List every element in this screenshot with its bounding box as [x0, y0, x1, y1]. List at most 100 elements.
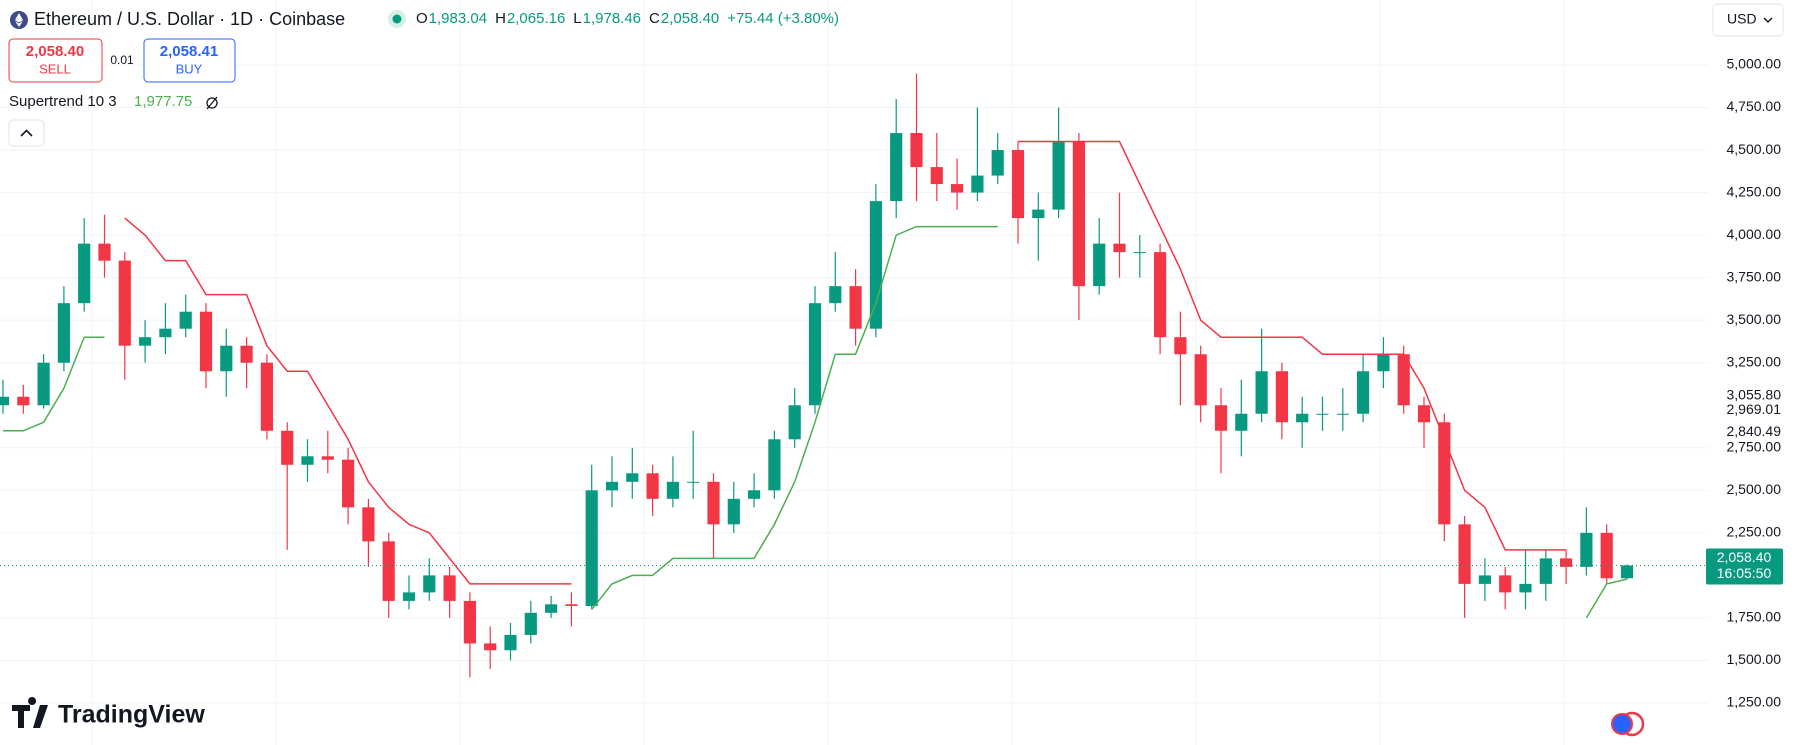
dropdown-arrow: [1763, 17, 1773, 23]
price-marker-label: 2,969.01: [1727, 401, 1782, 417]
candle-body: [1174, 337, 1187, 355]
y-tick-label: 1,250.00: [1727, 694, 1782, 710]
candle-body: [1580, 532, 1593, 567]
buy-price[interactable]: 2,058.41: [160, 43, 218, 60]
sell-price[interactable]: 2,058.40: [26, 43, 84, 60]
candle-body: [646, 473, 659, 499]
plot: [0, 73, 1708, 678]
market-status-dot: [392, 14, 402, 24]
price-change: +75.44 (+3.80%): [727, 10, 839, 27]
candle-body: [829, 286, 842, 304]
candle-body: [1600, 532, 1613, 579]
candle-body: [37, 362, 50, 406]
candle-body: [382, 541, 395, 601]
y-tick-label: 4,250.00: [1727, 183, 1782, 199]
sell-button[interactable]: [8, 38, 103, 83]
candle-body: [118, 260, 131, 346]
candle-body: [788, 405, 801, 440]
candle-body: [199, 311, 213, 372]
candle-body: [1093, 243, 1106, 287]
candle-body: [951, 184, 964, 193]
sell-label[interactable]: SELL: [39, 61, 71, 76]
candle-body: [748, 490, 761, 499]
vertical-grid: [91, 0, 1565, 745]
event-icon-flag[interactable]: [1611, 713, 1633, 735]
currency[interactable]: USD: [1727, 11, 1757, 27]
collapse-button[interactable]: [8, 119, 45, 147]
supertrend-lower: [591, 225, 998, 610]
candle-body: [890, 133, 903, 202]
candle-body: [910, 133, 923, 168]
y-tick-label: 1,500.00: [1727, 651, 1782, 667]
candle-body: [626, 473, 639, 482]
grid: [0, 64, 1708, 704]
candle-body: [443, 575, 456, 601]
y-tick-label: 2,750.00: [1727, 438, 1782, 454]
candle-body: [1194, 354, 1207, 406]
y-tick-label: 4,000.00: [1727, 226, 1782, 242]
y-tick-label: 2,500.00: [1727, 481, 1782, 497]
candle-body: [139, 337, 152, 346]
candle-body: [1458, 524, 1471, 584]
candle-body: [545, 604, 558, 613]
candle-body: [1235, 413, 1248, 431]
price-marker-bg: [1710, 401, 1785, 420]
candle-body: [423, 575, 436, 593]
candle-body: [342, 459, 355, 508]
symbol-title: Ethereum / U.S. Dollar · 1D · Coinbase: [34, 9, 345, 29]
candle-body: [17, 396, 30, 406]
buy-button[interactable]: [143, 38, 236, 83]
candle-body: [1011, 150, 1025, 219]
indicator-value: 1,977.75: [134, 93, 192, 110]
candle-body: [78, 243, 91, 304]
y-tick-label: 4,750.00: [1727, 98, 1782, 114]
candle-body: [1336, 413, 1349, 415]
candle-body: [179, 311, 192, 329]
supertrend-upper: [124, 217, 572, 585]
currency-select[interactable]: [1712, 3, 1784, 37]
y-tick-label: 3,750.00: [1727, 268, 1782, 284]
candle-body: [768, 439, 781, 491]
price-axis-labels: 1,250.00 1,500.00 1,750.00 2,250.00 2,500.00…: [1706, 56, 1785, 710]
candle-body: [1316, 413, 1329, 415]
candle-body: [666, 481, 679, 499]
y-tick-label: 1,750.00: [1727, 609, 1782, 625]
y-tick-label: 3,250.00: [1727, 353, 1782, 369]
candle-body: [1417, 405, 1431, 423]
price-marker-bg: [1710, 423, 1785, 442]
candle-body: [1539, 558, 1552, 584]
price-axis: [1708, 0, 1795, 745]
candle-body: [971, 175, 984, 193]
spread: 0.01: [110, 53, 134, 67]
supertrend-lower: [3, 336, 105, 432]
y-tick-label: 3,500.00: [1727, 311, 1782, 327]
ohlc-value: 2,065.16: [507, 10, 565, 27]
candle-body: [1052, 141, 1065, 210]
supertrend-lower: [1585, 578, 1628, 619]
countdown: 16:05:50: [1717, 565, 1772, 581]
ohlc-value: 2,058.40: [661, 10, 719, 27]
candle-body: [1357, 371, 1370, 414]
symbol-icon-glyph: [15, 13, 23, 27]
candle-body: [1072, 141, 1085, 287]
candle-body: [687, 481, 700, 483]
candle-body: [849, 286, 862, 329]
hide-icon[interactable]: [206, 97, 218, 109]
brand: TradingView: [58, 701, 205, 729]
ohlc-key: L: [573, 10, 581, 27]
candle-body: [362, 507, 375, 542]
candle-body: [260, 362, 273, 431]
candle-body: [605, 481, 619, 491]
chevron-icon: [20, 129, 33, 137]
candle-body: [1519, 583, 1532, 593]
buy-label[interactable]: BUY: [176, 61, 203, 76]
candle-body: [463, 600, 476, 644]
ohlc-value: 1,983.04: [429, 10, 487, 27]
candle-body: [1214, 405, 1228, 431]
candle-body: [1377, 354, 1390, 372]
candle-body: [585, 490, 598, 607]
hide-icon-slash: [206, 96, 218, 110]
supertrend-upper: [1018, 140, 1567, 551]
indicator-name[interactable]: Supertrend 10 3: [9, 93, 117, 110]
candle-body: [1275, 371, 1288, 423]
